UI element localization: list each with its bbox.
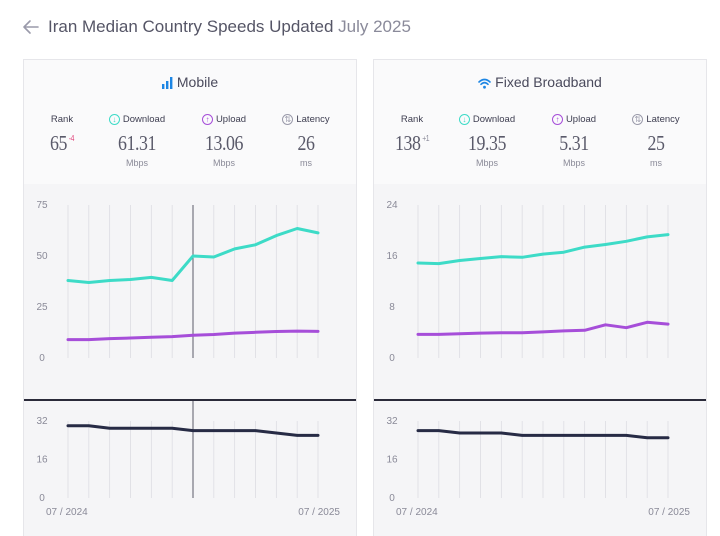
y-tick-label: 25 xyxy=(36,302,48,313)
y-tick-label: 75 xyxy=(36,200,48,211)
upload-label: Upload xyxy=(565,114,597,125)
title-text: Iran Median Country Speeds Updated xyxy=(48,17,334,36)
x-tick-label: 07 / 2024 xyxy=(396,507,438,518)
y-tick-label: 32 xyxy=(36,416,48,427)
y-tick-label: 0 xyxy=(389,353,395,364)
download-stat: ↓ Download 61.31 Mbps xyxy=(102,114,172,168)
download-label: Download xyxy=(122,114,166,125)
upload-stat: ↑ Upload 5.31 Mbps xyxy=(544,114,604,168)
latency-label: Latency xyxy=(296,114,330,125)
latency-series-line xyxy=(66,424,320,437)
download-unit: Mbps xyxy=(125,158,148,168)
download-icon: ↓ xyxy=(458,114,470,125)
rank-label: Rank xyxy=(400,114,424,125)
signal-bars-icon xyxy=(161,77,173,89)
rank-value: 138 xyxy=(395,131,421,155)
latency-unit: ms xyxy=(300,158,312,168)
page-title: Iran Median Country Speeds Updated July … xyxy=(48,17,411,37)
latency-stat: ⇅ Latency 26 ms xyxy=(276,114,336,168)
download-value: 19.35 xyxy=(467,131,507,155)
y-tick-label: 24 xyxy=(386,200,398,211)
mobile-chart: 0 25 50 75 0 16 32 07 / 2024 07 / 2025 xyxy=(36,200,340,518)
panel-title: Fixed Broadband xyxy=(374,74,706,90)
panel-title-text: Fixed Broadband xyxy=(495,74,602,90)
y-tick-label: 0 xyxy=(389,493,395,504)
upload-icon: ↑ xyxy=(201,114,213,125)
latency-stat: ⇅ Latency 25 ms xyxy=(626,114,686,168)
latency-value: 25 xyxy=(647,131,665,155)
download-icon: ↓ xyxy=(108,114,120,125)
rank-stat: Rank 65 -4 xyxy=(42,114,82,156)
rank-label: Rank xyxy=(50,114,74,125)
upload-unit: Mbps xyxy=(212,158,235,168)
upload-value: 5.31 xyxy=(559,131,589,155)
y-tick-label: 16 xyxy=(36,455,48,466)
y-tick-label: 8 xyxy=(389,302,395,313)
latency-series-line xyxy=(416,429,670,440)
mobile-panel: Mobile Rank 65 -4 ↓ Download 61.31 Mbps ↑ U… xyxy=(23,59,357,536)
upload-series-line xyxy=(66,329,320,342)
latency-icon: ⇅ xyxy=(282,114,294,125)
y-tick-label: 16 xyxy=(386,251,398,262)
chart-divider xyxy=(374,399,706,401)
panel-title: Mobile xyxy=(24,74,356,90)
y-tick-label: 16 xyxy=(386,455,398,466)
x-tick-label: 07 / 2024 xyxy=(46,507,88,518)
panel-header: Mobile Rank 65 -4 ↓ Download 61.31 Mbps ↑ U… xyxy=(24,60,356,184)
latency-icon: ⇅ xyxy=(632,114,644,125)
latency-label: Latency xyxy=(646,114,680,125)
download-label: Download xyxy=(472,114,516,125)
upload-icon: ↑ xyxy=(551,114,563,125)
back-arrow-icon[interactable] xyxy=(22,18,40,36)
wifi-icon xyxy=(478,78,491,89)
broadband-chart: 0 8 16 24 0 16 32 07 / 2024 07 / 2025 xyxy=(386,200,690,518)
panel-title-text: Mobile xyxy=(176,74,219,90)
rank-value: 65 xyxy=(50,131,68,155)
latency-value: 26 xyxy=(297,131,315,155)
download-stat: ↓ Download 19.35 Mbps xyxy=(452,114,522,168)
x-tick-label: 07 / 2025 xyxy=(648,507,690,518)
x-tick-label: 07 / 2025 xyxy=(298,507,340,518)
rank-change: -4 xyxy=(68,134,75,143)
rank-change: +1 xyxy=(422,134,430,143)
panel-header: Fixed Broadband Rank 138 +1 ↓ Download 19.… xyxy=(374,60,706,184)
y-tick-label: 0 xyxy=(39,353,45,364)
download-unit: Mbps xyxy=(475,158,498,168)
y-tick-label: 50 xyxy=(36,251,48,262)
rank-stat: Rank 138 +1 xyxy=(392,114,432,156)
download-series-line xyxy=(66,227,320,284)
download-value: 61.31 xyxy=(117,131,157,155)
broadband-panel: Fixed Broadband Rank 138 +1 ↓ Download 19.… xyxy=(373,59,707,536)
download-series-line xyxy=(416,233,670,266)
upload-label: Upload xyxy=(215,114,247,125)
page-header: Iran Median Country Speeds Updated July … xyxy=(22,14,411,40)
upload-value: 13.06 xyxy=(204,131,244,155)
y-tick-label: 32 xyxy=(386,416,398,427)
upload-series-line xyxy=(416,320,670,336)
chart-divider xyxy=(24,399,356,401)
upload-unit: Mbps xyxy=(562,158,585,168)
latency-unit: ms xyxy=(650,158,662,168)
upload-stat: ↑ Upload 13.06 Mbps xyxy=(194,114,254,168)
title-date: July 2025 xyxy=(338,17,411,36)
y-tick-label: 0 xyxy=(39,493,45,504)
